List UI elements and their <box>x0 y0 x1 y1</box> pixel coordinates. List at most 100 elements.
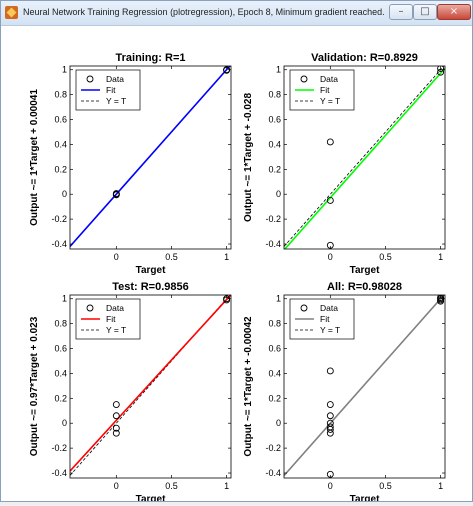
subplot-title: Test: R=0.9856 <box>112 281 189 293</box>
legend-data-label: Data <box>106 303 124 313</box>
y-tick-label: 1 <box>62 294 67 304</box>
data-point <box>437 68 445 76</box>
close-button[interactable]: × <box>437 4 471 20</box>
x-axis-label: Target <box>136 265 166 276</box>
title-bar[interactable]: Neural Network Training Regression (plot… <box>1 1 472 26</box>
y-tick-label: -0.2 <box>51 443 67 453</box>
y-tick-label: 0.4 <box>54 368 67 378</box>
x-tick-label: 1 <box>224 481 229 491</box>
y-tick-label: 0.6 <box>268 344 281 354</box>
identity-line <box>284 66 445 247</box>
y-tick-label: -0.4 <box>265 239 281 249</box>
window-title: Neural Network Training Regression (plot… <box>23 7 385 17</box>
y-tick-label: 0.4 <box>268 139 281 149</box>
y-tick-label: 0.2 <box>268 393 281 403</box>
y-tick-label: 1 <box>276 294 281 304</box>
y-tick-label: 0.8 <box>54 319 67 329</box>
x-tick-label: 0.5 <box>379 481 392 491</box>
y-tick-label: 0.6 <box>268 115 281 125</box>
data-point <box>112 412 120 420</box>
subplot-3: 0 0.5 1 -0.4 -0.2 0 0.2 0.4 0.6 0.8 1 Test: R=0.985… <box>29 281 232 505</box>
data-point <box>326 401 334 409</box>
y-tick-label: 0.8 <box>54 90 67 100</box>
y-tick-label: 0.2 <box>54 393 67 403</box>
axes-frame <box>69 294 232 479</box>
legend-fit-label: Fit <box>320 85 330 95</box>
y-tick-label: -0.4 <box>51 239 67 249</box>
fit-line <box>284 67 445 249</box>
axes-frame <box>69 65 232 250</box>
y-tick-label: 0.2 <box>54 164 67 174</box>
x-tick-label: 0 <box>114 481 119 491</box>
legend-fit-label: Fit <box>320 314 330 324</box>
x-tick-label: 0 <box>114 252 119 262</box>
y-tick-label: 0 <box>276 189 281 199</box>
legend-identity-label: Y = T <box>106 325 126 335</box>
plot-area: 0 0.5 1 -0.4 -0.2 0 0.2 0.4 0.6 0.8 1 Training: R=1… <box>1 26 472 505</box>
minimize-button[interactable]: – <box>389 4 413 20</box>
legend-data-label: Data <box>320 303 338 313</box>
x-tick-label: 0.5 <box>165 481 178 491</box>
legend-fit-label: Fit <box>106 85 116 95</box>
legend-data-label: Data <box>106 74 124 84</box>
data-point <box>326 196 334 204</box>
y-tick-label: 1 <box>62 65 67 75</box>
x-tick-label: 1 <box>224 252 229 262</box>
data-point <box>326 138 334 146</box>
legend-data-marker <box>300 75 308 83</box>
data-point <box>326 367 334 375</box>
legend-identity-label: Y = T <box>106 96 126 106</box>
y-tick-label: 0 <box>62 189 67 199</box>
subplot-title: Training: R=1 <box>116 52 186 64</box>
legend-data-label: Data <box>320 74 338 84</box>
y-axis-label: Output ~= 1*Target + 0.00041 <box>29 89 40 226</box>
x-tick-label: 1 <box>438 481 443 491</box>
data-point <box>112 429 120 437</box>
legend-fit-label: Fit <box>106 314 116 324</box>
y-tick-label: 0.8 <box>268 90 281 100</box>
fit-line <box>70 66 231 247</box>
data-point <box>112 424 120 432</box>
maximize-button[interactable]: □ <box>413 4 437 20</box>
data-point <box>326 412 334 420</box>
subplot-2: 0 0.5 1 -0.4 -0.2 0 0.2 0.4 0.6 0.8 1 Validation: R… <box>243 52 446 276</box>
y-tick-label: -0.2 <box>51 214 67 224</box>
y-tick-label: -0.2 <box>265 443 281 453</box>
y-tick-label: -0.4 <box>51 468 67 478</box>
y-tick-label: 0.4 <box>268 368 281 378</box>
fit-line <box>284 295 445 477</box>
legend-identity-label: Y = T <box>320 96 340 106</box>
axes-frame <box>283 294 446 479</box>
data-point <box>437 66 445 72</box>
x-tick-label: 0.5 <box>165 252 178 262</box>
y-tick-label: 0.8 <box>268 319 281 329</box>
legend-data-marker <box>86 304 94 312</box>
y-tick-label: -0.4 <box>265 468 281 478</box>
y-axis-label: Output ~= 0.97*Target + 0.023 <box>29 316 40 456</box>
y-axis-label: Output ~= 1*Target + -0.00042 <box>243 316 254 457</box>
y-tick-label: 0.4 <box>54 139 67 149</box>
y-tick-label: 0.6 <box>54 344 67 354</box>
data-point <box>112 401 120 409</box>
y-tick-label: 0 <box>276 418 281 428</box>
subplot-4: 0 0.5 1 -0.4 -0.2 0 0.2 0.4 0.6 0.8 1 All: R=0.9802… <box>243 281 446 505</box>
y-axis-label: Output ~= 1*Target + -0.028 <box>243 93 254 222</box>
subplot-title: Validation: R=0.8929 <box>311 52 418 64</box>
fit-line <box>70 295 231 472</box>
x-axis-label: Target <box>350 265 380 276</box>
data-point <box>112 191 120 199</box>
x-axis-label: Target <box>136 494 166 501</box>
legend-data-marker <box>86 75 94 83</box>
y-tick-label: -0.2 <box>265 214 281 224</box>
data-point <box>326 429 334 437</box>
x-tick-label: 0.5 <box>379 252 392 262</box>
data-point <box>326 425 334 433</box>
data-point <box>437 297 445 305</box>
subplot-title: All: R=0.98028 <box>327 281 402 293</box>
x-axis-label: Target <box>350 494 380 501</box>
